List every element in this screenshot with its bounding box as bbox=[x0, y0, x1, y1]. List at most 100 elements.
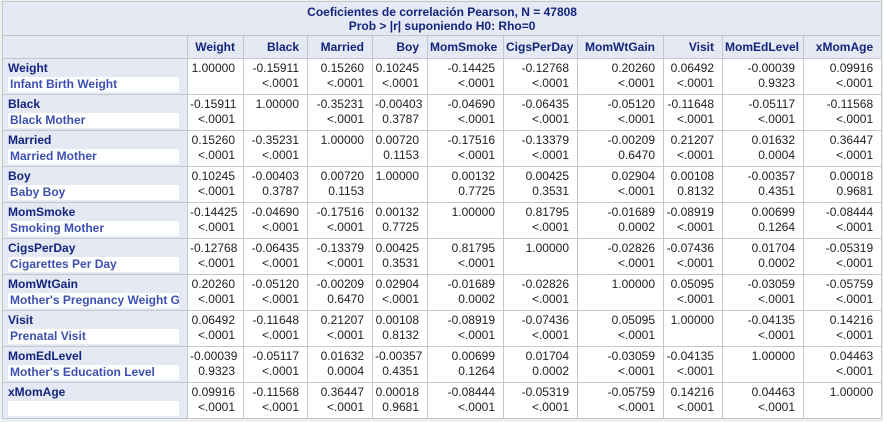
correlation-cell: 0.09916 <.0001 bbox=[802, 58, 883, 95]
correlation-value: 0.00132 bbox=[375, 205, 419, 219]
correlation-cell: 0.04463 <.0001 bbox=[722, 382, 804, 419]
p-value: <.0001 bbox=[261, 76, 299, 90]
p-value: <.0001 bbox=[617, 400, 655, 414]
p-value: <.0001 bbox=[457, 148, 495, 162]
p-value bbox=[506, 256, 569, 271]
correlation-value: -0.00357 bbox=[747, 169, 795, 183]
correlation-cell: 0.36447 <.0001 bbox=[307, 382, 373, 419]
correlation-cell: 0.04463 <.0001 bbox=[802, 346, 883, 383]
correlation-value: -0.08444 bbox=[447, 385, 495, 399]
correlation-value: -0.11568 bbox=[252, 385, 299, 399]
correlation-value: 1.00000 bbox=[525, 241, 569, 255]
correlation-value: 1.00000 bbox=[751, 349, 795, 363]
correlation-cell: 1.00000 bbox=[427, 202, 504, 239]
correlation-value: -0.05117 bbox=[252, 349, 299, 363]
correlation-value: -0.13379 bbox=[316, 241, 364, 255]
p-value: <.0001 bbox=[676, 400, 714, 414]
correlation-cell: -0.05759 <.0001 bbox=[802, 274, 883, 311]
correlation-cell: 0.14216 <.0001 bbox=[663, 382, 723, 419]
title-row: Coeficientes de correlación Pearson, N =… bbox=[1, 1, 883, 36]
correlation-cell: 0.00132 0.7725 bbox=[427, 166, 504, 203]
correlation-cell: -0.35231 <.0001 bbox=[307, 94, 373, 131]
p-value: <.0001 bbox=[676, 148, 714, 162]
correlation-cell: -0.04135 <.0001 bbox=[663, 346, 723, 383]
correlation-value: 0.01704 bbox=[525, 349, 569, 363]
column-header-weight: Weight bbox=[187, 35, 244, 59]
correlation-value: -0.12768 bbox=[190, 241, 238, 255]
correlation-cell: 0.01704 0.0002 bbox=[503, 346, 578, 383]
p-value: 0.9681 bbox=[836, 184, 874, 198]
p-value: <.0001 bbox=[531, 220, 569, 234]
variable-label: Black Mother bbox=[8, 113, 179, 128]
table-row: Visit Prenatal Visit 0.06492 <.0001 -0.11648… bbox=[2, 310, 883, 347]
correlation-value: 1.00000 bbox=[451, 205, 495, 219]
correlation-cell: -0.00209 0.6470 bbox=[307, 274, 373, 311]
correlation-value: 0.36447 bbox=[320, 385, 364, 399]
correlation-value: -0.13379 bbox=[521, 133, 569, 147]
correlation-cell: 0.00108 0.8132 bbox=[372, 310, 428, 347]
correlation-value: -0.15911 bbox=[190, 97, 237, 111]
p-value: <.0001 bbox=[531, 400, 569, 414]
p-value bbox=[430, 220, 495, 235]
correlation-cell: 0.09916 <.0001 bbox=[187, 382, 244, 419]
variable-name: Black bbox=[8, 97, 41, 111]
correlation-value: -0.02826 bbox=[521, 277, 569, 291]
correlation-value: 0.15260 bbox=[191, 133, 235, 147]
correlation-cell: -0.05319 <.0001 bbox=[503, 382, 578, 419]
correlation-value: 0.00425 bbox=[375, 241, 419, 255]
correlation-value: 0.00132 bbox=[451, 169, 495, 183]
column-header-row: Weight Black Married Boy MomSmoke CigsPerDay M… bbox=[2, 35, 883, 59]
correlation-value: -0.08919 bbox=[447, 313, 495, 327]
p-value: <.0001 bbox=[457, 328, 495, 342]
correlation-value: 0.06492 bbox=[670, 61, 714, 75]
correlation-cell: 0.05095 <.0001 bbox=[663, 274, 723, 311]
correlation-cell: 0.10245 <.0001 bbox=[372, 58, 428, 95]
p-value: <.0001 bbox=[757, 112, 795, 126]
correlation-value: 1.00000 bbox=[670, 313, 714, 327]
correlation-cell: 0.00108 0.8132 bbox=[663, 166, 723, 203]
correlation-value: -0.12768 bbox=[521, 61, 569, 75]
p-value bbox=[580, 292, 655, 307]
column-header-boy: Boy bbox=[372, 35, 428, 59]
correlation-value: 0.10245 bbox=[375, 61, 419, 75]
variable-name: Married bbox=[8, 133, 52, 147]
correlation-value: -0.05759 bbox=[825, 277, 874, 291]
correlation-cell: -0.07436 <.0001 bbox=[503, 310, 578, 347]
correlation-value: -0.08444 bbox=[825, 205, 874, 219]
correlation-cell: 0.06492 <.0001 bbox=[663, 58, 723, 95]
correlation-cell: 0.02904 <.0001 bbox=[577, 166, 664, 203]
correlation-value: 0.20260 bbox=[611, 61, 655, 75]
p-value: 0.0002 bbox=[458, 292, 495, 306]
correlation-cell: 0.00132 0.7725 bbox=[372, 202, 428, 239]
p-value: <.0001 bbox=[836, 256, 874, 270]
correlation-cell: 0.02904 <.0001 bbox=[372, 274, 428, 311]
table-row: MomSmoke Smoking Mother -0.14425 <.0001 -0.0… bbox=[2, 202, 883, 239]
correlation-value: -0.07436 bbox=[521, 313, 569, 327]
p-value bbox=[806, 400, 873, 415]
correlation-cell: -0.11648 <.0001 bbox=[663, 94, 723, 131]
column-header-married: Married bbox=[307, 35, 373, 59]
table-row: Boy Baby Boy 0.10245 <.0001 -0.00403 0.3787 0.… bbox=[2, 166, 883, 203]
p-value: <.0001 bbox=[261, 400, 299, 414]
correlation-value: -0.05319 bbox=[521, 385, 569, 399]
column-header-momwtgain: MomWtGain bbox=[577, 35, 664, 59]
p-value: <.0001 bbox=[531, 328, 569, 342]
p-value: 0.0002 bbox=[618, 220, 655, 234]
correlation-value: 0.15260 bbox=[320, 61, 364, 75]
p-value: <.0001 bbox=[457, 400, 495, 414]
p-value: <.0001 bbox=[836, 148, 874, 162]
p-value: <.0001 bbox=[836, 328, 874, 342]
p-value: 0.3531 bbox=[532, 184, 569, 198]
table-row: Married Married Mother 0.15260 <.0001 -0.352… bbox=[2, 130, 883, 167]
correlation-cell: -0.17516 <.0001 bbox=[427, 130, 504, 167]
correlation-value: -0.14425 bbox=[447, 61, 495, 75]
p-value: <.0001 bbox=[197, 112, 235, 126]
correlation-value: 0.02904 bbox=[375, 277, 419, 291]
correlation-value: -0.07436 bbox=[666, 241, 714, 255]
correlation-cell: 0.00018 0.9681 bbox=[802, 166, 883, 203]
correlation-value: 0.21207 bbox=[670, 133, 714, 147]
p-value: <.0001 bbox=[261, 292, 299, 306]
table-row: CigsPerDay Cigarettes Per Day -0.12768 <.00… bbox=[2, 238, 883, 275]
correlation-value: 0.00720 bbox=[375, 133, 419, 147]
p-value: <.0001 bbox=[261, 256, 299, 270]
